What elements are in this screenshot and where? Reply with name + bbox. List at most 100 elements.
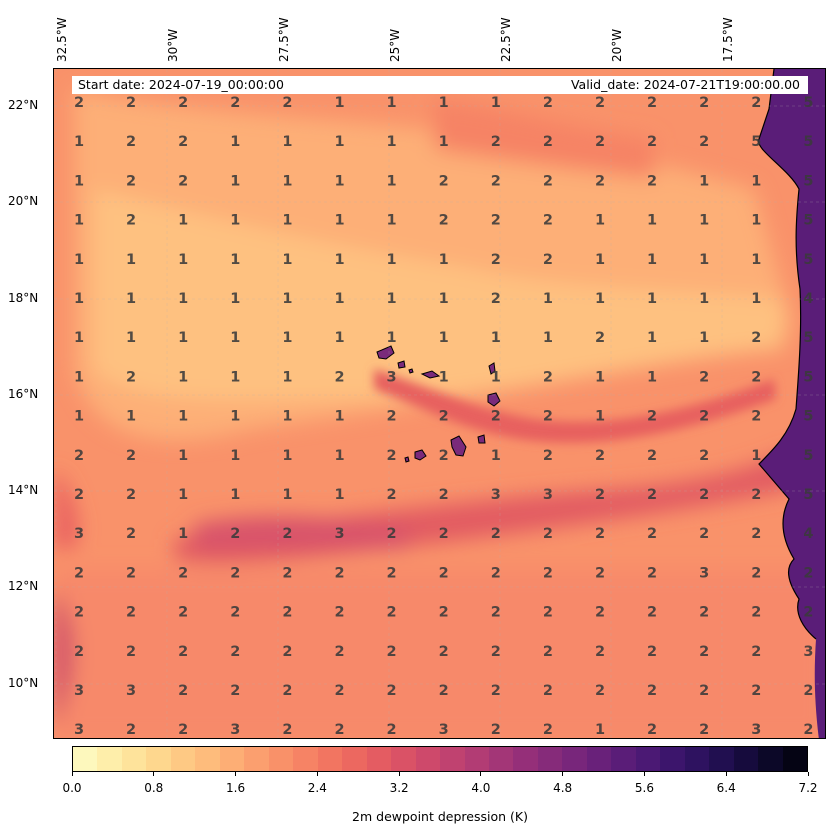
colorbar-segment	[709, 747, 734, 771]
grid-value-label: 2	[543, 409, 553, 425]
grid-value-label: 1	[282, 134, 292, 150]
field-mid-band-west	[194, 516, 414, 549]
grid-value-label: 1	[74, 369, 84, 385]
grid-value-label: 1	[282, 448, 292, 464]
grid-value-label: 1	[334, 409, 344, 425]
grid-value-label: 2	[543, 526, 553, 542]
grid-value-label: 1	[230, 252, 240, 268]
grid-value-label: 2	[126, 448, 136, 464]
island-santiago	[450, 435, 467, 457]
grid-value-label: 1	[282, 173, 292, 189]
grid-value-label: 2	[74, 644, 84, 660]
colorbar-segment	[440, 747, 465, 771]
grid-value-label: 1	[387, 252, 397, 268]
grid-value-label: 2	[387, 722, 397, 738]
grid-value-label: 2	[439, 526, 449, 542]
grid-value-label: 1	[74, 134, 84, 150]
grid-value-label: 2	[74, 565, 84, 581]
grid-value-label: 1	[491, 95, 501, 111]
grid-value-label: 2	[543, 134, 553, 150]
grid-value-label: 2	[543, 252, 553, 268]
grid-value-label: 2	[699, 644, 709, 660]
grid-value-label: 2	[126, 369, 136, 385]
grid-value-label: 5	[803, 252, 813, 268]
grid-value-label: 4	[803, 291, 813, 307]
grid-value-label: 3	[491, 487, 501, 503]
grid-value-label: 2	[126, 134, 136, 150]
island-sal	[488, 362, 496, 375]
colorbar-segment	[586, 747, 612, 771]
colorbar-tick-label: 5.6	[634, 781, 654, 795]
grid-value-label: 2	[126, 487, 136, 503]
grid-value-label: 1	[699, 252, 709, 268]
grid-value-label: 2	[491, 565, 501, 581]
grid-value-label: 1	[751, 213, 761, 229]
info-bar: Start date: 2024-07-19_00:00:00 Valid_da…	[72, 76, 808, 94]
grid-value-label: 1	[230, 134, 240, 150]
colorbar-segment	[73, 747, 98, 771]
grid-value-label: 2	[751, 526, 761, 542]
grid-value-label: 2	[126, 95, 136, 111]
grid-value-label: 1	[439, 291, 449, 307]
grid-value-label: 2	[334, 683, 344, 699]
grid-value-label: 2	[334, 565, 344, 581]
grid-value-label: 1	[387, 291, 397, 307]
grid-value-label: 2	[543, 213, 553, 229]
field-low-zone-core	[94, 189, 784, 401]
grid-value-label: 1	[334, 173, 344, 189]
grid-value-label: 5	[803, 213, 813, 229]
grid-value-label: 2	[647, 605, 657, 621]
grid-value-label: 2	[282, 605, 292, 621]
colorbar-tick-label: 3.2	[389, 781, 409, 795]
colorbar-segment	[97, 747, 122, 771]
field-south-region	[54, 569, 825, 738]
grid-value-label: 2	[595, 644, 605, 660]
grid-value-label: 2	[74, 95, 84, 111]
colorbar-segment	[660, 747, 685, 771]
grid-value-label: 1	[126, 291, 136, 307]
grid-value-label: 2	[647, 409, 657, 425]
grid-value-label: 2	[439, 644, 449, 660]
grid-value-label: 1	[647, 369, 657, 385]
colorbar-segment	[611, 747, 636, 771]
grid-value-label: 2	[178, 565, 188, 581]
grid-value-label: 5	[803, 173, 813, 189]
colorbar-tick-mark	[316, 772, 318, 776]
grid-value-label: 2	[647, 565, 657, 581]
valid-date-label: Valid_date: 2024-07-21T19:00:00.00	[570, 77, 800, 92]
lat-label-10n: 10°N	[8, 676, 39, 690]
grid-value-label: 2	[647, 173, 657, 189]
grid-value-label: 3	[543, 487, 553, 503]
grid-value-label: 2	[803, 605, 813, 621]
grid-value-label: 2	[595, 605, 605, 621]
grid-value-label: 2	[387, 565, 397, 581]
grid-value-label: 2	[439, 213, 449, 229]
lat-label-14n: 14°N	[8, 483, 39, 497]
grid-value-label: 1	[230, 330, 240, 346]
grid-value-label: 2	[751, 95, 761, 111]
grid-value-label: 5	[803, 134, 813, 150]
grid-value-label: 1	[751, 291, 761, 307]
colorbar-segment	[121, 747, 147, 771]
colorbar-tick-label: 7.2	[798, 781, 818, 795]
grid-value-label: 2	[126, 526, 136, 542]
grid-value-label: 2	[282, 683, 292, 699]
colorbar-segment	[513, 747, 538, 771]
grid-value-label: 2	[595, 95, 605, 111]
grid-value-label: 1	[334, 291, 344, 307]
grid-value-label: 2	[491, 605, 501, 621]
grid-value-label: 2	[595, 330, 605, 346]
grid-value-label: 1	[282, 330, 292, 346]
grid-value-label: 2	[491, 683, 501, 699]
grid-value-label: 2	[751, 487, 761, 503]
grid-value-label: 2	[230, 605, 240, 621]
lon-label-25w: 25°W	[388, 28, 402, 62]
map-panel[interactable]: 2 2 2 2 2 1 1 1 1 2 2 2 2 2 5 1 2 2 1 1 1 1 1 2 2 2 2 2 5 5 1 2 2 1 1 1 1 2 2 2…	[53, 68, 826, 739]
lat-label-22n: 22°N	[8, 98, 39, 112]
grid-value-label: 1	[178, 409, 188, 425]
lat-label-16n: 16°N	[8, 387, 39, 401]
grid-value-label: 5	[803, 409, 813, 425]
grid-value-label: 3	[230, 722, 240, 738]
grid-value-label: 1	[282, 291, 292, 307]
island-santa-luzia	[408, 368, 414, 374]
